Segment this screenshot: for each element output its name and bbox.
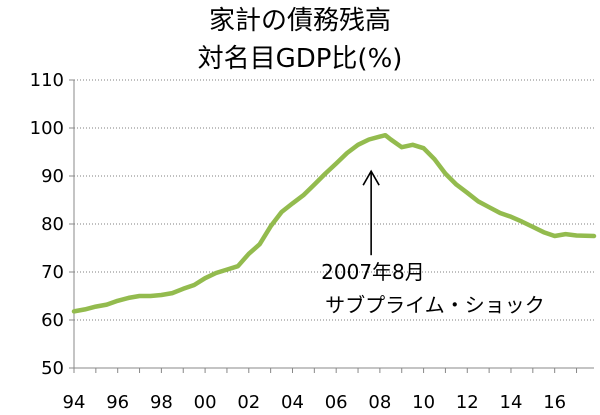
- chart-subtitle: 対名目GDP比(%): [197, 44, 403, 74]
- x-tick-label: 98: [150, 392, 173, 413]
- x-tick-label: 02: [237, 392, 260, 413]
- annotation-arrow-head: [362, 169, 380, 186]
- x-tick-label: 08: [368, 392, 391, 413]
- x-tick-label: 00: [194, 392, 217, 413]
- x-tick-label: 10: [412, 392, 435, 413]
- annotations: 2007年8月 サブプライム・ショック: [321, 169, 545, 317]
- y-tick-label: 70: [41, 262, 64, 283]
- y-tick-label: 50: [41, 358, 64, 379]
- y-tick-label: 100: [30, 118, 64, 139]
- chart-title: 家計の債務残高: [208, 6, 391, 36]
- tick-labels: 50 60 70 80 90 100 110 94 96 98 00 02 04 06 08 10 12 14 16: [30, 70, 566, 413]
- x-tick-label: 96: [106, 392, 129, 413]
- y-tick-label: 60: [41, 310, 64, 331]
- series-lines: [71, 132, 597, 314]
- x-tick-label: 04: [281, 392, 304, 413]
- x-tick-label: 16: [543, 392, 566, 413]
- y-tick-label: 90: [41, 166, 64, 187]
- x-tick-label: 14: [500, 392, 523, 413]
- x-tick-label: 94: [63, 392, 86, 413]
- x-tick-label: 06: [325, 392, 348, 413]
- annotation-label-date: 2007年8月: [321, 260, 425, 284]
- y-tick-label: 110: [30, 70, 64, 91]
- y-tick-label: 80: [41, 214, 64, 235]
- axes: [69, 79, 594, 373]
- annotation-label-event: サブプライム・ショック: [325, 293, 545, 317]
- x-tick-label: 12: [456, 392, 479, 413]
- series-line: [71, 132, 597, 314]
